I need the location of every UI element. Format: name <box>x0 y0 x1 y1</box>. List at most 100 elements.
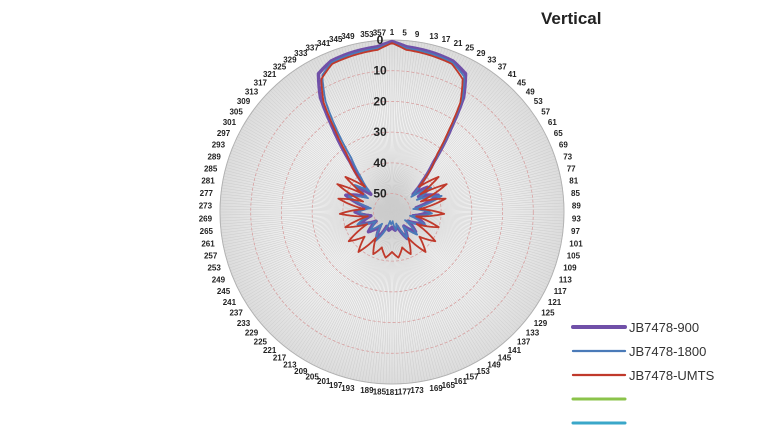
spoke-gridline <box>278 82 393 213</box>
angle-tick-label: 133 <box>526 328 540 337</box>
angle-tick-label: 349 <box>341 32 355 41</box>
spoke-gridline <box>234 141 393 213</box>
spoke-gridline <box>391 54 463 213</box>
spoke-gridline <box>358 211 393 381</box>
angle-tick-label: 157 <box>465 372 479 381</box>
spoke-gridline <box>391 66 484 213</box>
spoke-gridline <box>272 88 393 213</box>
angle-tick-label: 241 <box>223 298 237 307</box>
spoke-gridline <box>391 67 486 213</box>
angle-tick-label: 221 <box>263 346 277 355</box>
spoke-gridline <box>347 211 393 379</box>
spoke-gridline <box>330 51 393 213</box>
spoke-gridline <box>391 52 457 213</box>
spoke-gridline <box>391 211 434 379</box>
spoke-gridline <box>385 211 393 384</box>
spoke-gridline <box>391 56 465 213</box>
spoke-gridline <box>388 211 393 384</box>
angle-tick-label: 13 <box>429 32 438 41</box>
spoke-gridline <box>391 211 402 384</box>
spoke-gridline <box>370 211 393 383</box>
spoke-gridline <box>338 48 393 213</box>
angle-tick-label: 85 <box>571 189 580 198</box>
angle-tick-label: 169 <box>429 384 443 393</box>
angle-tick-label: 177 <box>398 388 412 397</box>
spoke-gridline <box>391 43 429 213</box>
series-line-3 <box>320 42 464 259</box>
spoke-gridline <box>391 211 494 352</box>
legend-label: JB7478-900 <box>629 320 699 335</box>
spoke-gridline <box>391 58 471 213</box>
spoke-gridline <box>370 41 393 213</box>
spoke-gridline <box>391 78 501 213</box>
spoke-gridline <box>391 161 557 213</box>
spoke-gridline <box>350 211 393 379</box>
spoke-gridline <box>391 86 510 213</box>
spoke-gridline <box>355 211 393 381</box>
angle-tick-label: 65 <box>554 129 563 138</box>
spoke-gridline <box>274 211 393 338</box>
spoke-gridline <box>229 155 393 213</box>
spoke-gridline <box>391 113 534 213</box>
radial-tick-label: 20 <box>373 94 387 108</box>
angle-tick-label: 205 <box>305 372 319 381</box>
angle-tick-label: 117 <box>554 287 567 296</box>
spoke-gridline <box>220 211 393 216</box>
spoke-gridline <box>367 211 393 383</box>
spoke-gridline <box>249 211 393 309</box>
angle-tick-label: 261 <box>201 239 215 248</box>
chart-title: Vertical <box>541 9 602 28</box>
spoke-gridline <box>252 110 393 213</box>
spoke-gridline <box>283 211 393 346</box>
angle-tick-label: 77 <box>567 165 576 174</box>
angle-tick-label: 125 <box>541 309 555 318</box>
spoke-gridline <box>242 211 393 299</box>
angle-tick-label: 181 <box>385 388 399 397</box>
spoke-gridline <box>364 42 393 213</box>
spoke-gridline <box>391 211 408 384</box>
spoke-gridline <box>382 40 393 213</box>
ring-gridline <box>311 131 473 293</box>
spoke-gridline <box>361 42 393 213</box>
spoke-gridline <box>391 155 555 213</box>
angle-tick-label: 1 <box>390 28 395 37</box>
angle-tick-label: 37 <box>498 62 507 71</box>
spoke-gridline <box>391 88 512 213</box>
spoke-gridline <box>298 67 393 213</box>
angle-tick-label: 129 <box>534 319 548 328</box>
spoke-gridline <box>230 152 393 213</box>
ring-gridline <box>250 70 534 354</box>
spoke-gridline <box>313 58 393 213</box>
angle-tick-label: 105 <box>567 252 581 261</box>
angle-tick-label: 213 <box>283 361 297 370</box>
spoke-gridline <box>281 211 393 344</box>
angle-tick-label: 17 <box>442 35 451 44</box>
angle-tick-label: 289 <box>207 152 221 161</box>
plot-area: 1 5 9 13 17 212529333741454953576165697377818… <box>199 28 583 397</box>
angle-tick-label: 145 <box>498 354 512 363</box>
angle-tick-label: 337 <box>305 44 319 53</box>
spoke-gridline <box>278 211 393 342</box>
spoke-gridline <box>391 47 443 213</box>
spoke-gridline <box>391 211 499 348</box>
spoke-gridline <box>285 211 393 348</box>
spoke-gridline <box>391 211 503 344</box>
spoke-gridline <box>391 70 491 213</box>
spoke-gridline <box>295 69 393 213</box>
angle-tick-label: 113 <box>559 275 572 284</box>
spoke-gridline <box>237 136 393 213</box>
spoke-gridline <box>232 147 393 213</box>
spoke-gridline <box>391 51 454 213</box>
spoke-gridline <box>391 211 411 384</box>
spoke-gridline <box>391 211 443 377</box>
spoke-gridline <box>241 211 393 296</box>
spoke-gridline <box>311 60 393 213</box>
spoke-gridline <box>236 139 393 213</box>
spoke-gridline <box>391 48 446 213</box>
angle-tick-label: 273 <box>199 202 213 211</box>
spoke-gridline <box>391 211 440 378</box>
angle-tick-label: 357 <box>373 28 387 37</box>
legend: JB7478-900 JB7478-1800 JB7478-UMTS <box>571 320 715 425</box>
spoke-gridline <box>391 40 402 213</box>
spoke-gridline <box>391 211 420 382</box>
